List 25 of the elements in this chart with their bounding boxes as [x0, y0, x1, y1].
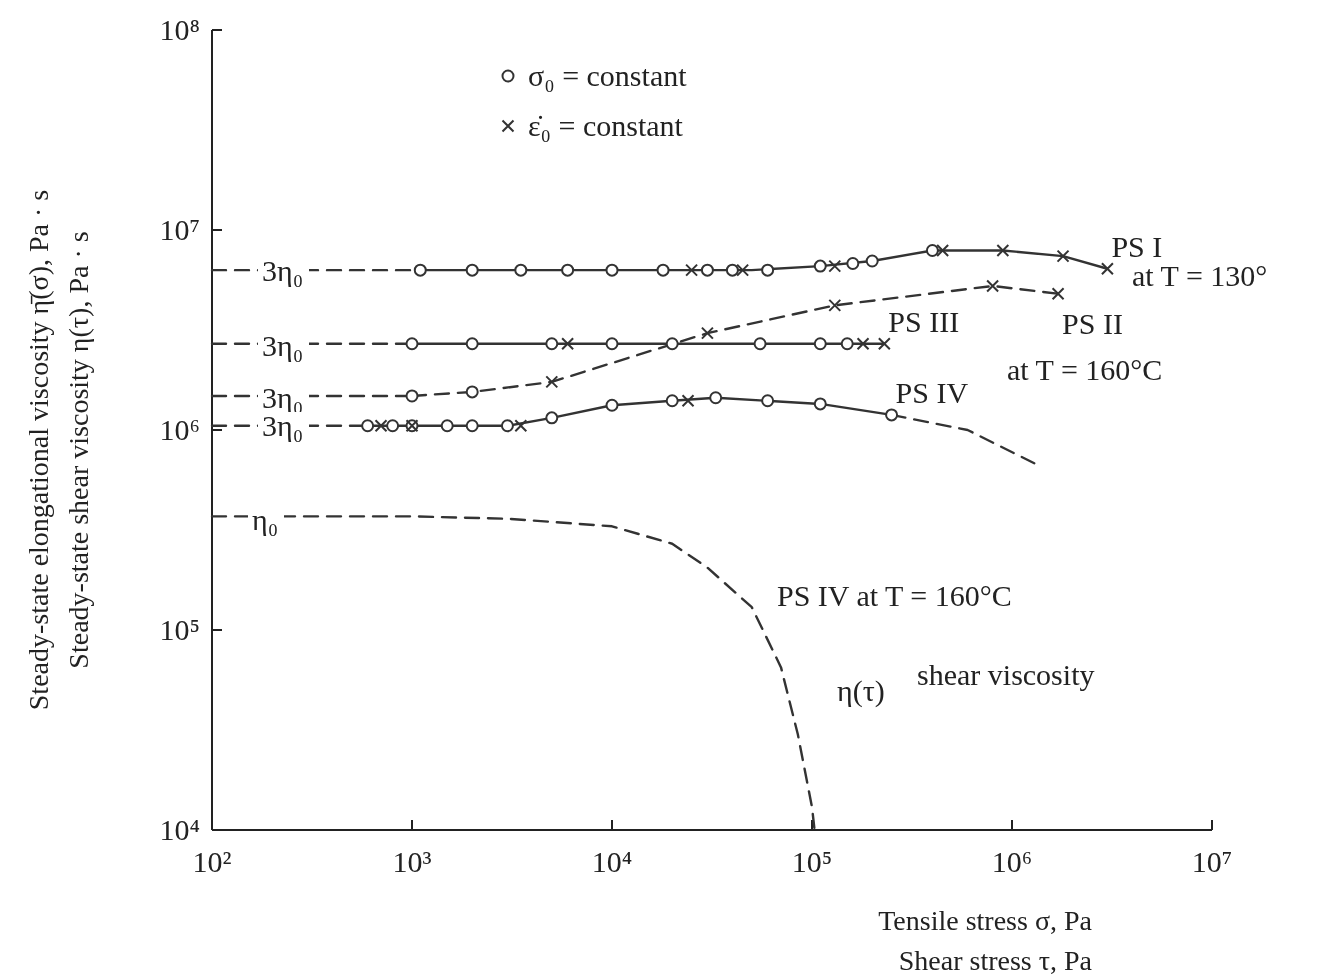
series-label: PS III — [888, 304, 960, 338]
annotation: 3η₀ — [262, 254, 304, 287]
annotation: PS IV at T = 160°C — [777, 579, 1012, 612]
x-tick-label: 10³ — [392, 845, 432, 878]
series-label: PS IV — [895, 375, 969, 409]
y-tick-label: 10⁸ — [159, 13, 200, 46]
y-tick-label: 10⁶ — [159, 413, 200, 446]
x-axis-title: Tensile stress σ, Pa Shear stress τ, Pa — [878, 905, 1093, 976]
annotation: η₀ — [252, 503, 279, 536]
legend-label: σ₀ = constant — [528, 59, 688, 92]
x-tick-label: 10⁷ — [1191, 845, 1233, 878]
x-tick-label: 10⁴ — [591, 845, 633, 878]
y-tick-label: 10⁴ — [159, 813, 200, 846]
y-axis-title: Steady-state elongational viscosity η̄(σ), Pa · s Steady-state shear viscosity η(τ), Pa · s — [23, 189, 94, 711]
legend-label: ε̇₀ = constant — [528, 109, 684, 142]
y-tick-label: 10⁷ — [159, 213, 200, 246]
annotation: shear viscosity — [917, 658, 1095, 691]
annotation: η(τ) — [837, 674, 885, 708]
x-tick-label: 10⁶ — [991, 845, 1033, 878]
annotation: at T = 160°C — [1007, 353, 1163, 386]
x-tick-label: 10² — [192, 845, 232, 878]
series-label: PS II — [1062, 306, 1123, 340]
x-tick-label: 10⁵ — [791, 845, 833, 878]
annotation: 3η₀ — [262, 329, 304, 362]
y-tick-label: 10⁵ — [159, 613, 200, 646]
